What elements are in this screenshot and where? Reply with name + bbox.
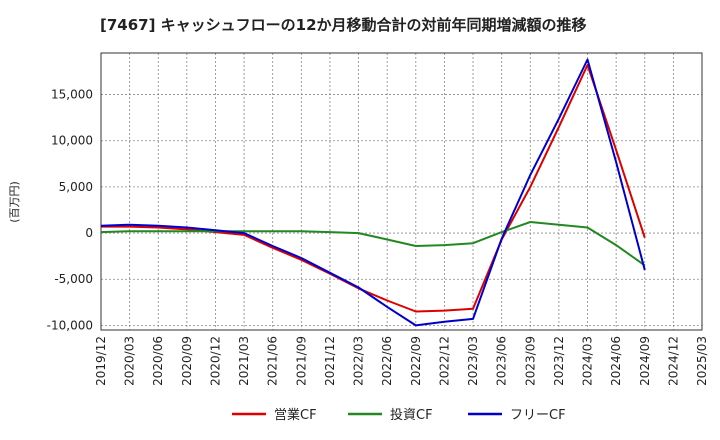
y-tick-label: 5,000 <box>59 180 93 194</box>
x-tick-label: 2023/03 <box>466 336 480 386</box>
x-tick-label: 2023/12 <box>552 336 566 386</box>
x-tick-label: 2021/09 <box>294 336 308 386</box>
x-tick-labels: 2019/12 2020/03 2020/06 2020/09 2020/12 2021/… <box>94 336 709 386</box>
y-tick-labels: 15,000 10,000 5,000 0 -5,000 -10,000 <box>47 88 93 333</box>
x-tick-label: 2025/03 <box>695 336 709 386</box>
y-axis-label: (百万円) <box>8 181 21 223</box>
legend-label: 投資CF <box>390 407 433 423</box>
chart-title: [7467] キャッシュフローの12か月移動合計の対前年同期増減額の推移 <box>100 16 587 34</box>
grid-layer <box>100 53 703 330</box>
x-tick-label: 2022/06 <box>380 336 394 386</box>
x-tick-label: 2020/12 <box>208 336 222 386</box>
x-tick-label: 2024/03 <box>581 336 595 386</box>
x-tick-label: 2022/03 <box>352 336 366 386</box>
x-tick-label: 2024/06 <box>609 336 623 386</box>
y-tick-label: 10,000 <box>51 134 93 148</box>
x-tick-label: 2022/12 <box>437 336 451 386</box>
x-tick-label: 2024/12 <box>666 336 680 386</box>
legend-label: フリーCF <box>510 408 566 423</box>
x-tick-label: 2020/06 <box>151 336 165 386</box>
x-tick-label: 2022/09 <box>409 336 423 386</box>
x-tick-label: 2021/03 <box>237 336 251 386</box>
series-layer <box>100 58 646 327</box>
plot-area-frame <box>100 52 703 331</box>
legend-label: 営業CF <box>274 407 317 423</box>
x-tick-label: 2023/09 <box>523 336 537 386</box>
y-tick-label: -10,000 <box>47 318 93 332</box>
x-tick-label: 2019/12 <box>94 336 108 386</box>
x-tick-label: 2023/06 <box>495 336 509 386</box>
y-tick-label: 15,000 <box>51 88 93 102</box>
series-line <box>101 64 646 313</box>
x-tick-label: 2020/03 <box>123 336 137 386</box>
x-tick-label: 2024/09 <box>638 336 652 386</box>
x-tick-label: 2021/06 <box>266 336 280 386</box>
x-tick-label: 2020/09 <box>180 336 194 386</box>
y-tick-label: 0 <box>85 226 93 240</box>
x-tick-label: 2021/12 <box>323 336 337 386</box>
legend: 営業CF 投資CF フリーCF <box>232 407 566 423</box>
series-line <box>100 221 646 267</box>
y-tick-label: -5,000 <box>54 272 93 286</box>
series-line <box>100 58 646 327</box>
